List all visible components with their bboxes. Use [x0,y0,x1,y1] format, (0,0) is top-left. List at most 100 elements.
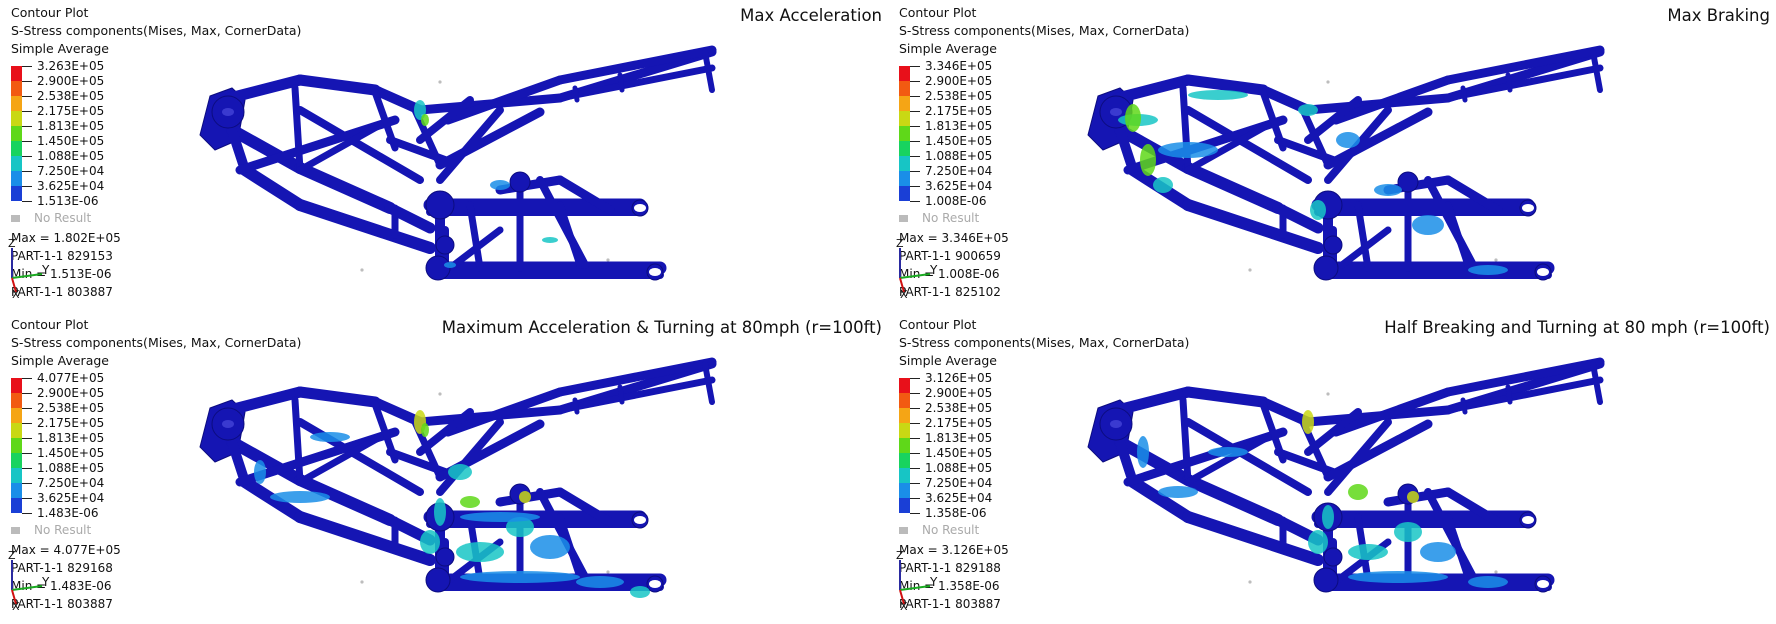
frame-tube [224,74,306,104]
frame-tube [1184,418,1312,496]
stress-hotspot [448,464,472,480]
legend-labels: 3.263E+05 2.900E+05 2.538E+05 2.175E+05 … [37,59,104,209]
frame-model-view[interactable] [0,312,888,624]
no-result-swatch [11,527,20,534]
frame-tube [1460,85,1468,103]
frame-tube [1443,45,1605,85]
contour-plot-label: Contour Plot [11,317,89,332]
stress-components-label: S-Stress components(Mises, Max, CornerDa… [11,23,302,38]
legend-value: 2.175E+05 [925,104,993,118]
min-value: Min = 1.008E-06 [899,267,1000,281]
frame-model-view[interactable] [888,0,1776,312]
legend-tick [910,126,920,127]
legend-value: 1.088E+05 [925,461,993,475]
viewport-panel-max-accel-turning[interactable]: Contour Plot S-Stress components(Mises, … [0,312,888,624]
frame-joint [1323,235,1343,255]
stress-hotspot [434,498,446,526]
frame-tube [1460,397,1468,415]
stress-hotspot [444,262,456,268]
legend-swatch [11,498,22,513]
legend-color-bar [11,66,22,201]
stress-hotspot [576,576,624,588]
averaging-label: Simple Average [899,353,997,368]
legend-swatch [11,453,22,468]
legend-swatch [899,423,910,438]
frame-tube [291,84,304,174]
legend-tick [22,483,32,484]
legend-tick [22,141,32,142]
viewport-marker-dot [1326,392,1330,396]
contour-plot-label: Contour Plot [11,5,89,20]
legend-tick [910,453,920,454]
stress-hotspot [1412,215,1444,235]
frame-tube [572,397,580,415]
stress-hotspot [310,432,350,442]
frame-tube [1424,488,1477,581]
frame-tube [1114,436,1194,486]
legend-swatch [899,141,910,156]
legend-tick [22,408,32,409]
head-tube-bore [1110,108,1122,116]
legend-value: 1.450E+05 [37,134,105,148]
frame-tube [294,474,396,526]
legend-swatch [11,408,22,423]
legend-value: 1.813E+05 [925,119,993,133]
frame-tube [555,357,717,397]
viewport-marker-dot [1494,570,1498,574]
legend-swatch [11,111,22,126]
stress-hotspot [460,571,580,583]
legend-tick [22,126,32,127]
axle-slot [1537,268,1549,276]
min-max-stats: Max = 1.802E+05 PART-1-1 829153 Min = 1.… [11,229,121,301]
legend-swatch [11,483,22,498]
frame-joint [425,567,451,593]
frame-tube [370,85,425,115]
max-part: PART-1-1 900659 [899,249,1001,263]
legend-swatch [899,156,910,171]
max-value: Max = 3.346E+05 [899,231,1009,245]
legend-value: 1.088E+05 [37,149,105,163]
viewport-marker-dot [1494,258,1498,262]
frame-tube [702,49,715,93]
min-part: PART-1-1 803887 [899,597,1001,611]
frame-joint [435,235,455,255]
frame-tube [443,387,565,437]
viewport-panel-half-braking-turning[interactable]: Contour Plot S-Stress components(Mises, … [888,312,1776,624]
legend-tick [910,498,920,499]
frame-tube [1324,418,1392,496]
legend-value: 2.900E+05 [925,74,993,88]
frame-tube [1444,64,1604,102]
legend-swatch [899,186,910,201]
viewport-panel-max-braking[interactable]: Contour Plot S-Stress components(Mises, … [888,0,1776,312]
frame-joint [1397,171,1419,193]
axis-x-label: X [900,288,908,298]
frame-tube [1590,361,1603,405]
frame-tube [556,64,716,102]
legend-tick [22,393,32,394]
axis-z-label: Z [8,238,16,250]
legend-tick [910,81,920,82]
legend-value: 1.358E-06 [925,506,987,520]
head-tube-bore [1110,420,1122,428]
viewport-marker-dot [438,80,442,84]
frame-tube [416,408,474,456]
axis-y-label: Y [929,263,938,277]
frame-tube [294,74,381,96]
no-result-swatch [899,215,908,222]
stress-hotspot [460,512,540,522]
min-max-stats: Max = 3.126E+05 PART-1-1 829188 Min = 1.… [899,541,1009,613]
legend-color-bar [899,66,910,201]
frame-model-view[interactable] [888,312,1776,624]
legend-value: 1.088E+05 [37,461,105,475]
viewport-panel-max-acceleration[interactable]: Contour Plot S-Stress components(Mises, … [0,0,888,312]
stress-hotspot [630,586,650,598]
legend-swatch [11,378,22,393]
legend-swatch [11,156,22,171]
legend-swatch [11,81,22,96]
no-result-swatch [899,527,908,534]
stress-hotspot [421,114,429,126]
frame-model-view[interactable] [0,0,888,312]
no-result-legend: No Result [899,211,979,225]
min-part: PART-1-1 803887 [11,285,113,299]
